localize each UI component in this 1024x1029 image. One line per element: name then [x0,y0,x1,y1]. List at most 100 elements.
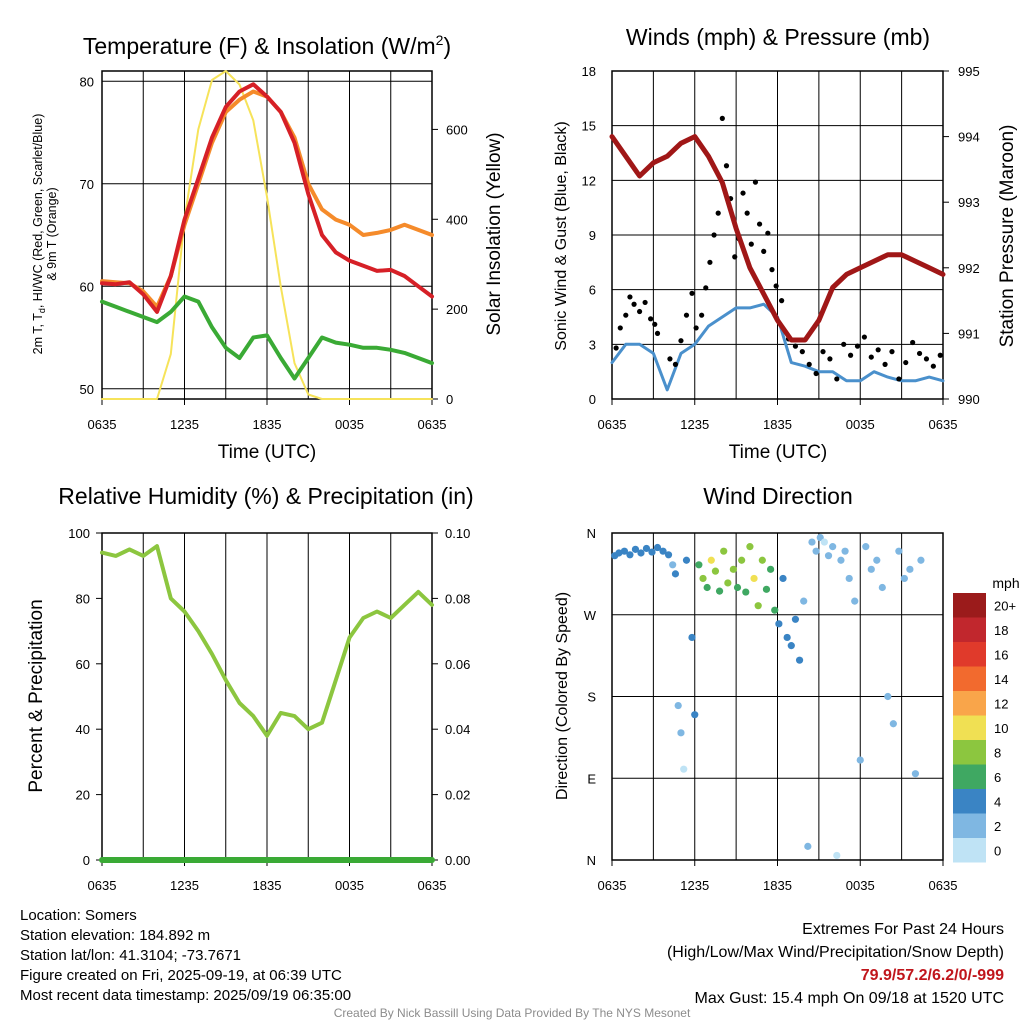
direction-point [791,615,800,623]
temperature-y-axis-label-line2: & 9m T (Orange) [45,187,59,280]
colorbar-label: 0 [994,843,1001,858]
precip-y2-tick-label: 0.00 [445,853,470,868]
colorbar-swatch [953,789,986,814]
wind-direction-x-tick-label: 0635 [598,878,627,893]
gust-point [756,221,763,227]
direction-point [824,552,833,560]
wind-direction-y-tick-label: N [587,853,596,868]
gust-point [627,294,633,300]
insolation-y2-axis-label: Solar Insolation (Yellow) [484,132,505,335]
humidity-x-tick-label: 1835 [253,878,282,893]
direction-point [631,545,640,553]
winds-y-tick-label: 0 [589,392,596,407]
colorbar-label: 18 [994,623,1008,638]
wind-direction-x-tick-label: 0035 [846,878,875,893]
gust-point [707,259,713,265]
winds-x-axis-label: Time (UTC) [729,442,828,463]
insolation-y2-tick-label: 0 [446,392,453,407]
gust-point [930,363,936,369]
gust-point [636,308,643,315]
direction-point [820,538,828,546]
direction-point [816,533,824,542]
colorbar-swatch [953,740,986,765]
direction-point [664,551,673,559]
direction-point [699,574,707,583]
humidity-y-tick-label: 100 [68,526,90,541]
extremes-values: 79.9/57.2/6.2/0/-999 [860,967,1004,984]
colorbar-label: 10 [994,721,1008,736]
gust-point [689,290,695,296]
colorbar-title: mph [992,575,1019,591]
direction-point [746,543,754,551]
direction-point [671,570,680,578]
direction-point [917,556,925,564]
direction-point [856,756,864,764]
gust-point [854,343,861,349]
direction-point [837,556,845,564]
direction-point [729,565,737,573]
direction-point [812,547,820,555]
direction-point [906,565,914,573]
direction-point [750,574,758,583]
direction-point [900,574,908,583]
direction-point [783,633,791,642]
gust-point [847,352,854,358]
wind-direction-x-tick-label: 0635 [929,878,958,893]
wind-direction-panel: Wind Direction Direction (Colored By Spe… [554,483,1020,893]
direction-point [674,701,682,710]
temperature-y-tick-label: 50 [80,382,94,397]
humidity-panel: Relative Humidity (%) & Precipitation (i… [26,483,474,893]
direction-point [724,579,732,587]
gust-point [711,232,717,238]
pressure-y2-tick-label: 991 [958,326,980,341]
direction-point [680,765,688,773]
gust-point [820,349,826,355]
gust-point [806,361,812,367]
winds-chart-title: Winds (mph) & Pressure (mb) [626,24,930,50]
wind-direction-y-tick-label: W [584,608,597,623]
temperature-y-tick-label: 70 [80,177,94,192]
humidity-x-tick-label: 0635 [88,878,117,893]
winds-y-tick-label: 3 [589,337,596,352]
gust-point [617,325,623,331]
direction-point [895,547,903,555]
pressure-y2-tick-label: 993 [958,195,980,210]
gust-point [923,356,930,362]
colorbar-swatch [953,813,986,838]
colorbar-swatch [953,642,986,667]
winds-y-tick-label: 18 [582,64,596,79]
gust-point [896,376,902,382]
direction-point [889,720,897,728]
winds-y-tick-label: 12 [582,173,596,188]
max-gust-text: Max Gust: 15.4 mph On 09/18 at 1520 UTC [694,990,1005,1007]
direction-point [804,842,812,850]
direction-point [626,551,634,559]
colorbar-label: 20+ [994,598,1016,613]
direction-point [691,711,699,719]
winds-x-tick-label: 0635 [929,417,958,432]
colorbar-swatch [953,666,986,691]
colorbar-swatch [953,617,986,642]
station-info: Location: Somers Station elevation: 184.… [20,906,351,1006]
direction-point [669,561,677,569]
extremes-title: Extremes For Past 24 Hours [802,921,1004,938]
colorbar-label: 16 [994,647,1008,662]
direction-point [642,544,651,553]
gust-point [827,356,833,362]
gust-point [654,330,661,336]
temperature-x-tick-label: 0035 [335,417,364,432]
created-text: Figure created on Fri, 2025-09-19, at 06… [20,967,342,984]
direction-point [771,606,779,614]
gust-point [773,283,779,289]
gust-point [779,298,785,304]
direction-point [873,556,881,564]
direction-point [775,620,783,628]
direction-point [682,556,691,564]
gust-point [834,376,840,382]
precip-y2-tick-label: 0.08 [445,591,470,606]
gust-point [910,339,916,346]
direction-point [762,585,771,593]
gust-point [699,312,705,318]
direction-point [720,547,728,555]
direction-point [833,851,841,860]
